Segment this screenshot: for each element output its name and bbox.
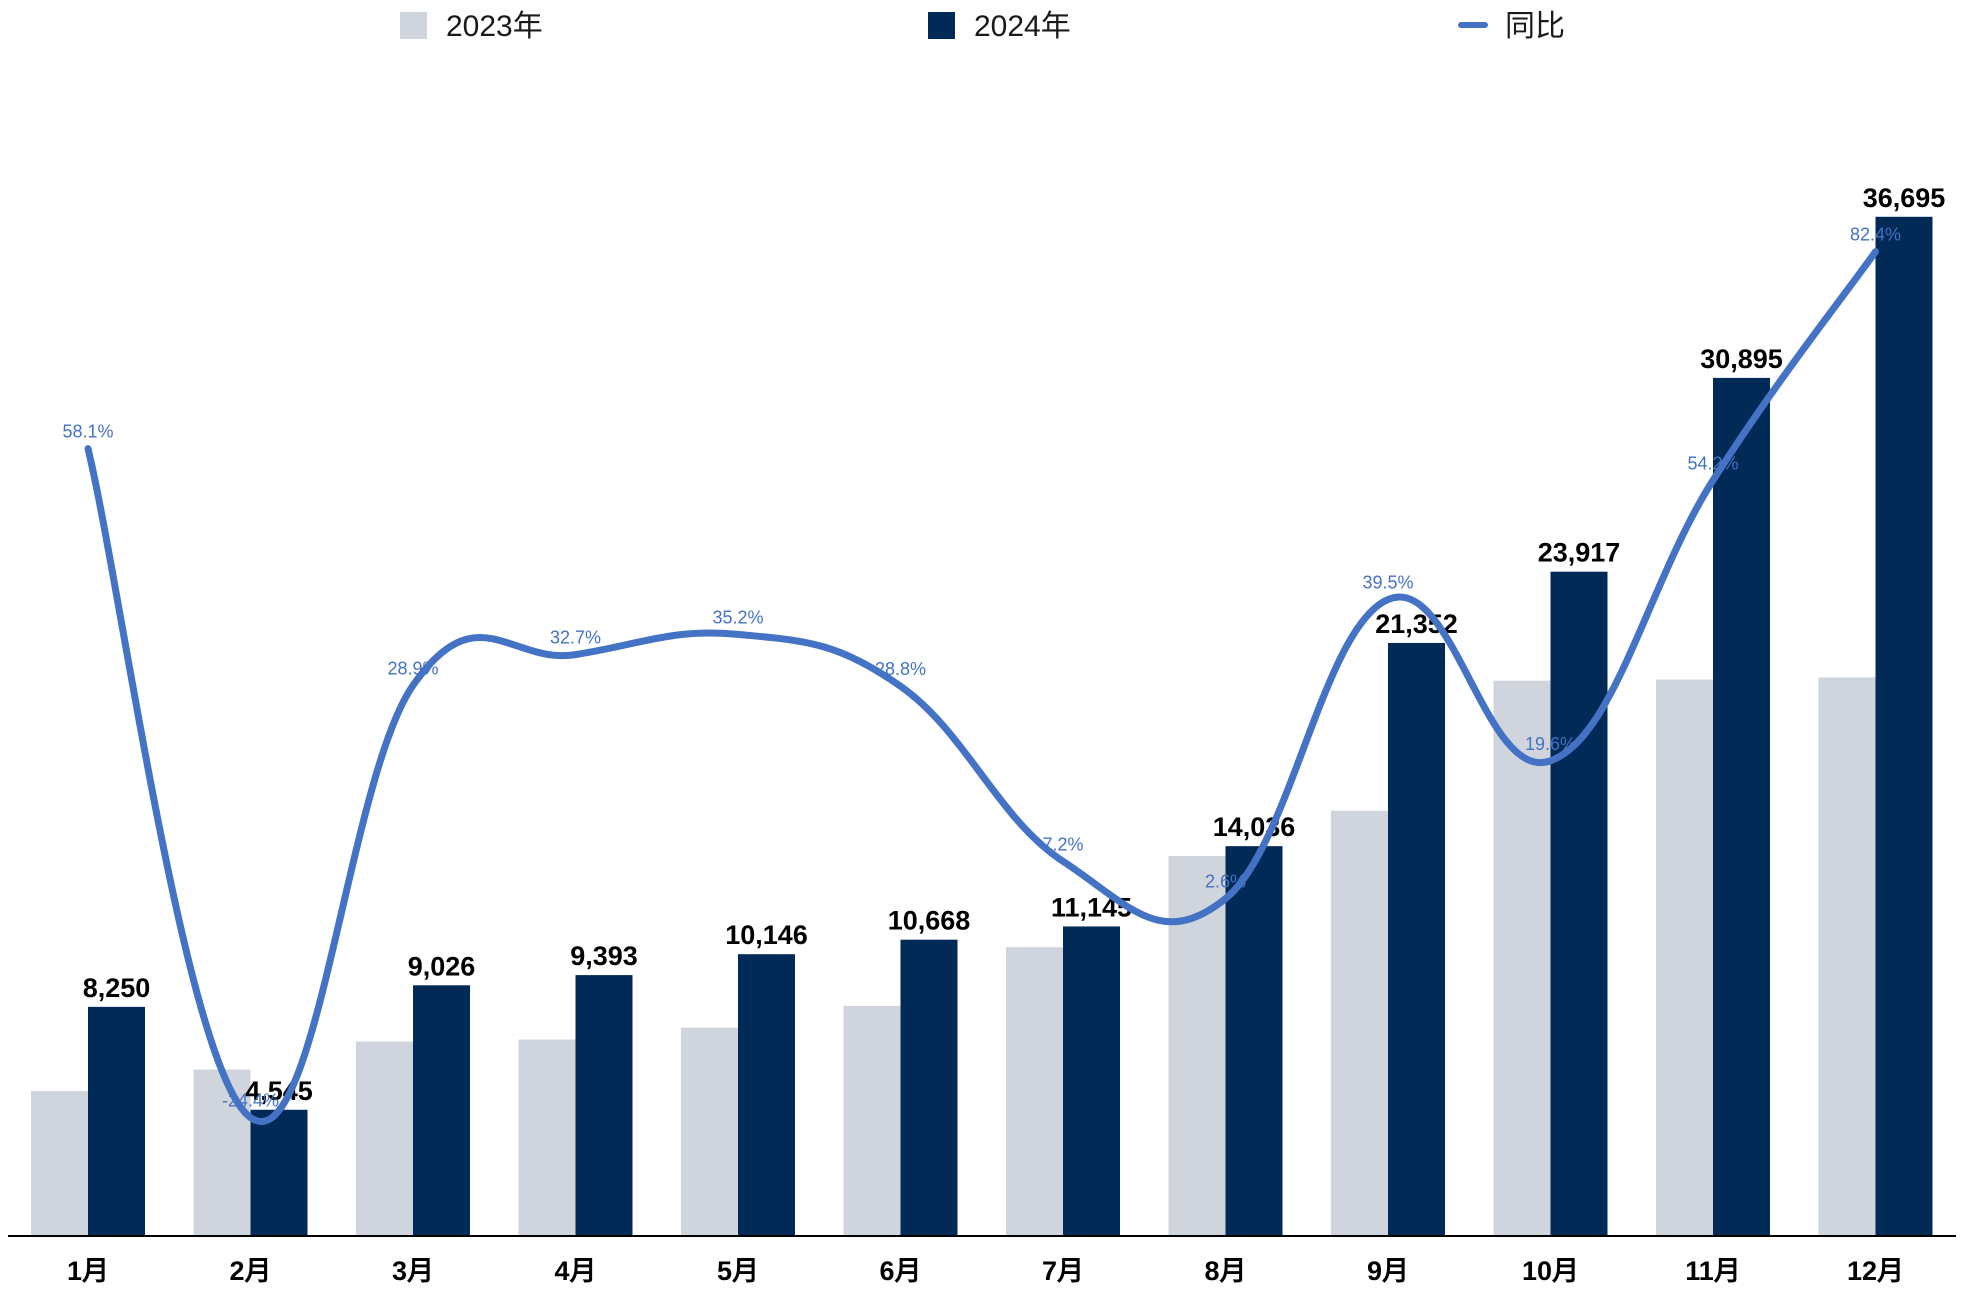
- bar-2023-5: [681, 1027, 738, 1236]
- yoy-label-8: 2.6%: [1205, 872, 1246, 892]
- x-axis-tick-labels: 1月 2月 3月 4月 5月 6月 7月 8月 9月 10月 11月 12月: [67, 1256, 1904, 1286]
- x-tick-label-10: 10月: [1522, 1256, 1579, 1286]
- bar-2023-9: [1331, 810, 1388, 1236]
- yoy-point-11: [1712, 479, 1714, 481]
- bar-2024-label-11: 30,895: [1700, 344, 1783, 374]
- bar-2024-8: [1225, 846, 1283, 1236]
- x-tick-label-7: 7月: [1042, 1256, 1084, 1286]
- bar-2024-label-7: 11,145: [1051, 892, 1132, 922]
- x-tick-label-2: 2月: [229, 1256, 271, 1286]
- yoy-label-11: 54.2%: [1687, 453, 1738, 473]
- yoy-label-3: 28.9%: [387, 658, 438, 678]
- yoy-point-4: [575, 654, 577, 656]
- bar-2023-7: [1006, 947, 1063, 1236]
- series-2023-bars: [31, 677, 1876, 1236]
- bar-2023-10: [1493, 680, 1551, 1236]
- yoy-label-5: 35.2%: [712, 607, 763, 627]
- x-tick-label-3: 3月: [392, 1256, 434, 1286]
- bar-2024-label-8: 14,036: [1213, 812, 1296, 842]
- yoy-point-10: [1550, 760, 1552, 762]
- legend-label-yoy: 同比: [1505, 10, 1565, 43]
- yoy-label-1: 58.1%: [62, 422, 113, 442]
- yoy-point-2: [250, 1117, 252, 1119]
- x-tick-label-8: 8月: [1204, 1256, 1246, 1286]
- bar-2023-3: [356, 1041, 413, 1236]
- bar-2024-label-2: 4,545: [245, 1076, 313, 1106]
- bar-2023-1: [31, 1091, 88, 1236]
- yoy-point-8: [1225, 898, 1227, 900]
- bar-2023-11: [1656, 679, 1713, 1236]
- bar-2024-10: [1550, 571, 1608, 1236]
- yoy-point-3: [412, 684, 414, 686]
- yoy-point-5: [737, 633, 739, 635]
- bar-2024-1: [88, 1006, 145, 1236]
- bar-2024-11: [1713, 377, 1770, 1237]
- series-2024-bars: [88, 216, 1933, 1237]
- yoy-label-7: 7.2%: [1042, 834, 1083, 854]
- yoy-point-9: [1387, 598, 1389, 600]
- x-tick-label-5: 5月: [717, 1256, 759, 1286]
- bar-2024-9: [1388, 642, 1445, 1236]
- legend-swatch-2024: [928, 12, 955, 39]
- yoy-point-12: [1875, 251, 1877, 253]
- yoy-point-6: [900, 685, 902, 687]
- yoy-point-7: [1062, 860, 1064, 862]
- yoy-label-6: 28.8%: [875, 659, 926, 679]
- legend-label-2023: 2023年: [446, 10, 543, 43]
- legend-swatch-2023: [400, 12, 427, 39]
- yoy-label-10: 19.6%: [1525, 734, 1576, 754]
- bar-2024-4: [575, 975, 633, 1236]
- x-tick-label-12: 12月: [1847, 1256, 1904, 1286]
- bar-2024-label-6: 10,668: [888, 906, 971, 936]
- bar-2024-label-12: 36,695: [1863, 183, 1946, 213]
- legend-label-2024: 2024年: [974, 10, 1071, 43]
- yoy-label-4: 32.7%: [550, 628, 601, 648]
- x-tick-label-9: 9月: [1367, 1256, 1409, 1286]
- x-tick-label-11: 11月: [1685, 1256, 1741, 1286]
- yoy-label-9: 39.5%: [1362, 572, 1413, 592]
- x-tick-label-4: 4月: [554, 1256, 596, 1286]
- bar-2024-3: [413, 985, 470, 1236]
- bar-2024-5: [738, 954, 795, 1236]
- yoy-point-1: [87, 448, 89, 450]
- x-tick-label-1: 1月: [67, 1256, 109, 1286]
- bar-2023-12: [1818, 677, 1876, 1236]
- bar-2023-4: [518, 1039, 576, 1236]
- bar-2024-label-3: 9,026: [408, 951, 476, 981]
- x-tick-label-6: 6月: [879, 1256, 921, 1286]
- bar-2024-6: [900, 939, 958, 1236]
- bar-2024-12: [1875, 216, 1933, 1236]
- yoy-label-2: -24.4%: [222, 1091, 279, 1111]
- chart-legend: 2023年 2024年 同比: [400, 10, 1565, 43]
- bar-2024-label-5: 10,146: [725, 920, 808, 950]
- yoy-label-12: 82.4%: [1850, 225, 1901, 245]
- legend-swatch-yoy: [1458, 22, 1488, 28]
- bar-2023-6: [843, 1005, 901, 1236]
- series-yoy-line: [84, 248, 1879, 1125]
- series-2024-value-labels: 8,250 4,545 9,026 9,393 10,146 10,668 11,145 14…: [83, 183, 1946, 1106]
- bar-2024-7: [1063, 926, 1120, 1236]
- bar-2024-2: [250, 1109, 308, 1236]
- bar-2024-label-4: 9,393: [570, 941, 638, 971]
- series-yoy-value-labels: 58.1% -24.4% 28.9% 32.7% 35.2% 28.8% 7.2% 2.6% 3…: [62, 225, 1901, 1111]
- yoy-line-path: [84, 248, 1879, 1125]
- bar-2024-label-1: 8,250: [83, 973, 151, 1003]
- bar-2023-2: [193, 1069, 251, 1236]
- bar-2024-label-10: 23,917: [1538, 538, 1621, 568]
